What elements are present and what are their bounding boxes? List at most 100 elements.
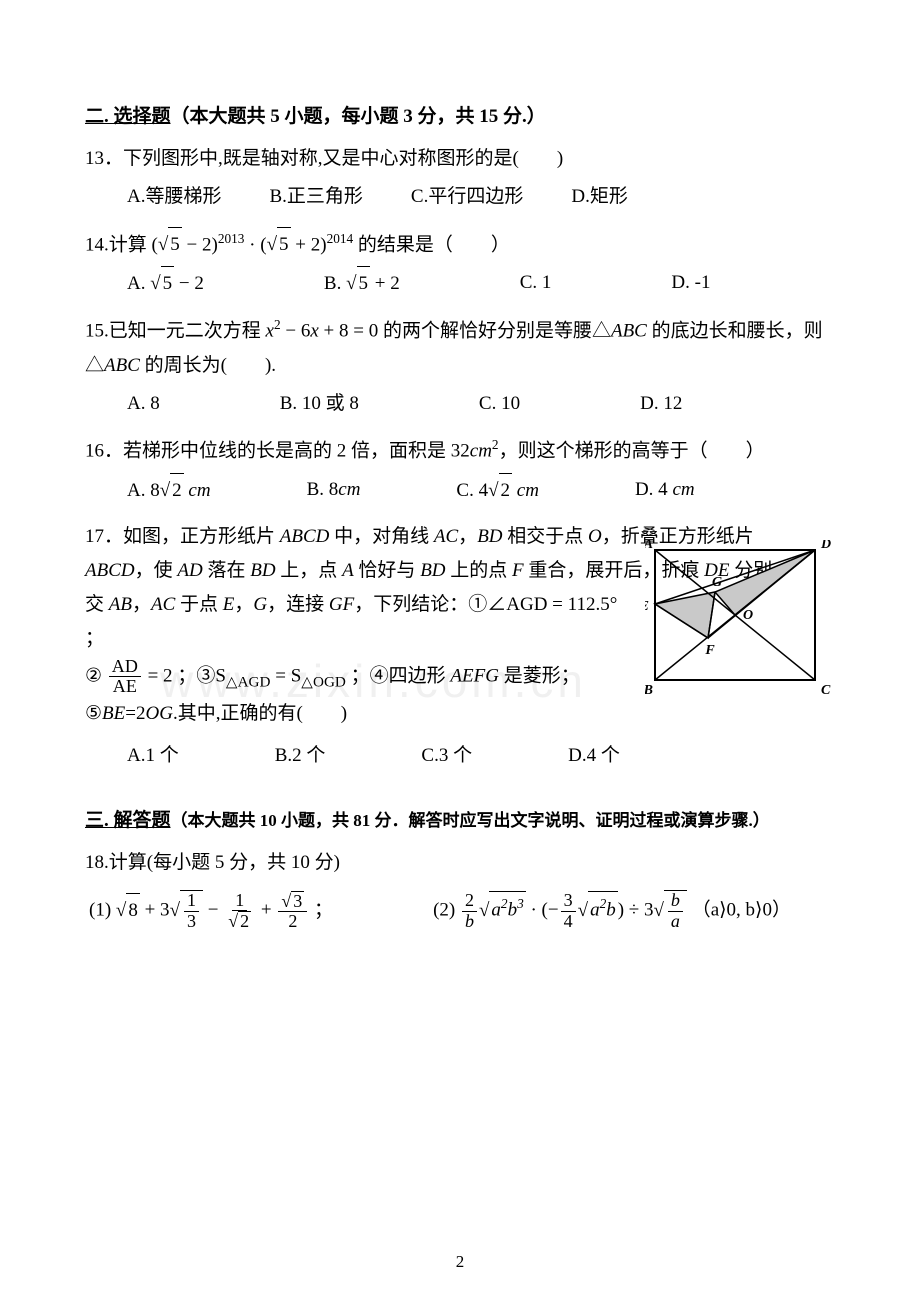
t: 相交于点 — [503, 526, 589, 547]
t: BE — [102, 703, 125, 724]
q14-exp2: 2014 — [327, 231, 354, 246]
q18: 18.计算(每小题 5 分，共 10 分) (1) 8 + 313 − 12 +… — [85, 846, 835, 932]
t: AD — [177, 560, 202, 581]
q14-options: A. 5 − 2 B. 5 + 2 C. 1 D. -1 — [85, 266, 835, 301]
section3-rest: （本大题共 10 小题，共 81 分．解答时应写出文字说明、证明过程或演算步骤.… — [171, 811, 770, 830]
q14-opt-c: C. 1 — [520, 266, 552, 301]
q15-options: A. 8 B. 10 或 8 C. 10 D. 12 — [85, 387, 835, 421]
t: O — [588, 526, 602, 547]
t: BD — [250, 560, 275, 581]
t: AD — [109, 657, 141, 678]
svg-text:F: F — [704, 643, 715, 658]
t: ABCD — [280, 526, 330, 547]
t: BD — [477, 526, 502, 547]
t: ；④四边形 — [351, 665, 451, 686]
frac: 34 — [561, 891, 576, 932]
section3-header: 三. 解答题（本大题共 10 小题，共 81 分．解答时应写出文字说明、证明过程… — [85, 804, 835, 838]
t: （a⟩0, b⟩0） — [692, 900, 791, 921]
t: 交 — [85, 594, 109, 615]
t: AB — [109, 594, 132, 615]
t: 是菱形； — [499, 665, 580, 686]
t: =2 — [125, 703, 145, 724]
q16: 16．若梯形中位线的长是高的 2 倍，面积是 32cm2，则这个梯形的高等于（ … — [85, 433, 835, 508]
q13-opt-a: A.等腰梯形 — [127, 180, 221, 214]
t: ② — [85, 665, 102, 686]
t: △OGD — [301, 673, 346, 690]
q16-d: D. 4 — [635, 479, 672, 500]
svg-text:B: B — [645, 683, 653, 698]
q17-opt-a: A.1 个 — [127, 739, 179, 773]
q14-stem: 14.计算 (5 − 2)2013 · (5 + 2)2014 的结果是（ ） — [85, 227, 835, 263]
svg-text:G: G — [712, 575, 722, 590]
sqrt-icon: a2b — [578, 891, 618, 928]
q17: 17．如图，正方形纸片 ABCD 中，对角线 AC，BD 相交于点 O，折叠正方… — [85, 520, 835, 774]
svg-text:C: C — [821, 683, 831, 698]
t: ，连接 — [267, 594, 329, 615]
q16-opt-a: A. 82 cm — [127, 473, 211, 508]
q15-eq: x — [266, 321, 274, 342]
q16-post: ，则这个梯形的高等于（ ） — [499, 440, 765, 461]
q13-options: A.等腰梯形 B.正三角形 C.平行四边形 D.矩形 — [85, 180, 835, 214]
sqrt-icon: 5 — [150, 266, 174, 301]
sqrt-icon: 5 — [158, 227, 182, 262]
q17-opt-b: B.2 个 — [275, 739, 326, 773]
q13-opt-c: C.平行四边形 — [411, 180, 523, 214]
t: = 2 — [148, 665, 173, 686]
q18-problems: (1) 8 + 313 − 12 + 32 ； (2) 2ba2b3 · (−3… — [85, 890, 835, 932]
section2-header: 二. 选择题（本大题共 5 小题，每小题 3 分，共 15 分.） — [85, 100, 835, 134]
q16-c-num: 4 — [479, 480, 489, 501]
t: 上的点 — [446, 560, 513, 581]
sqrt-icon: 3 — [281, 891, 304, 912]
q16-stem: 16．若梯形中位线的长是高的 2 倍，面积是 32cm2，则这个梯形的高等于（ … — [85, 433, 835, 469]
q16-opt-b: B. 8cm — [307, 473, 361, 508]
t: A — [342, 560, 354, 581]
q15-opt-a: A. 8 — [127, 387, 160, 421]
q15-stem: 15.已知一元二次方程 x2 − 6x + 8 = 0 的两个解恰好分别是等腰△… — [85, 313, 835, 383]
q17-options: A.1 个 B.2 个 C.3 个 D.4 个 — [85, 739, 835, 773]
q15-opt-c: C. 10 — [479, 387, 520, 421]
q15-abc1: ABC — [611, 321, 647, 342]
t: 17．如图，正方形纸片 — [85, 526, 280, 547]
t: 中，对角线 — [329, 526, 434, 547]
t: = S — [271, 665, 302, 686]
q13-stem: 13．下列图形中,既是轴对称,又是中心对称图形的是( ) — [85, 142, 835, 176]
q13-opt-b: B.正三角形 — [269, 180, 362, 214]
q18-p2: (2) 2ba2b3 · (−34a2b) ÷ 3ba （a⟩0, b⟩0） — [433, 890, 791, 932]
sqrt-icon: 5 — [267, 227, 291, 262]
t: △AGD — [226, 673, 271, 690]
sqrt-icon: 5 — [346, 266, 370, 301]
t: F — [512, 560, 524, 581]
t: 上，点 — [276, 560, 343, 581]
t: ，使 — [135, 560, 178, 581]
q13: 13．下列图形中,既是轴对称,又是中心对称图形的是( ) A.等腰梯形 B.正三… — [85, 142, 835, 214]
q14-pre: 14.计算 — [85, 234, 147, 255]
q17-opt-c: C.3 个 — [421, 739, 472, 773]
q15-post2: 的周长为( ). — [145, 355, 276, 376]
t: ⑤ — [85, 703, 102, 724]
q14-opt-d: D. -1 — [671, 266, 710, 301]
sqrt-icon: 2 — [160, 473, 184, 508]
section2-rest: （本大题共 5 小题，每小题 3 分，共 15 分.） — [171, 106, 546, 127]
t: ABCD — [85, 560, 135, 581]
sqrt-icon: 2 — [228, 911, 251, 932]
frac: 32 — [278, 891, 307, 933]
t: ∠AGD = 112.5° — [487, 594, 617, 615]
sqrt-icon: 2 — [488, 473, 512, 508]
page-number: 2 — [0, 1247, 920, 1278]
t: ，下列结论：① — [354, 594, 487, 615]
t: (1) — [89, 900, 116, 921]
q16-options: A. 82 cm B. 8cm C. 42 cm D. 4 cm — [85, 473, 835, 508]
q15-pre: 15.已知一元二次方程 — [85, 321, 261, 342]
q14: 14.计算 (5 − 2)2013 · (5 + 2)2014 的结果是（ ） … — [85, 227, 835, 302]
t: 于点 — [175, 594, 223, 615]
t: AE — [110, 677, 140, 697]
t: AC — [151, 594, 175, 615]
section2-label: 二. 选择题 — [85, 106, 171, 127]
page-content: 二. 选择题（本大题共 5 小题，每小题 3 分，共 15 分.） 13．下列图… — [85, 100, 835, 932]
q15: 15.已知一元二次方程 x2 − 6x + 8 = 0 的两个解恰好分别是等腰△… — [85, 313, 835, 421]
sqrt-icon: a2b3 — [479, 891, 526, 928]
t: (2) — [433, 900, 460, 921]
t: .其中,正确的有( ) — [173, 703, 347, 724]
frac: 12 — [225, 891, 254, 933]
svg-text:O: O — [743, 608, 753, 623]
